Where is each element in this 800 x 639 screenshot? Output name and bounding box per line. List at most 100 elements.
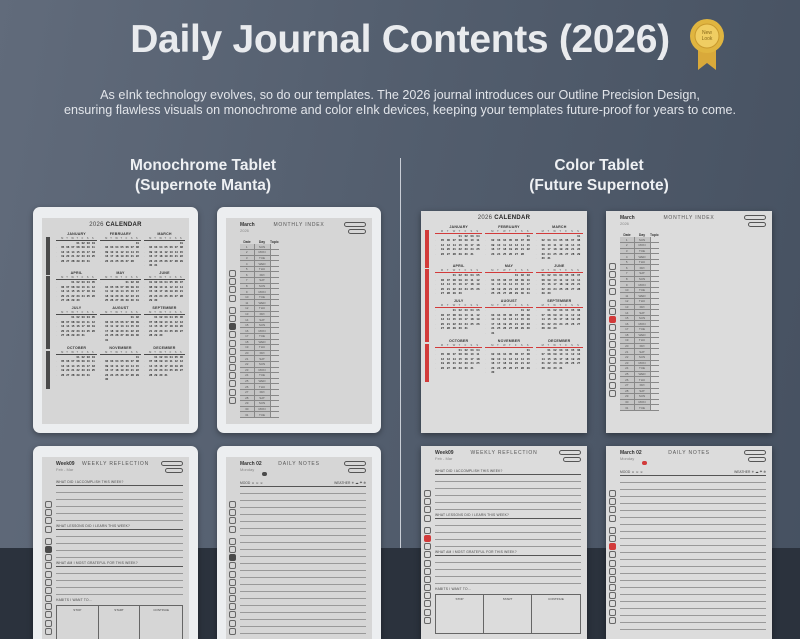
day-cell[interactable]: 20 <box>440 321 445 326</box>
day-cell[interactable]: 27 <box>120 333 124 338</box>
day-cell[interactable]: 17 <box>110 254 114 259</box>
day-cell[interactable]: 12 <box>440 356 445 361</box>
index-row[interactable]: 2 MON <box>240 249 279 256</box>
writing-line[interactable] <box>240 550 366 557</box>
day-cell[interactable]: 09 <box>135 319 139 324</box>
day-cell[interactable]: 19 <box>497 286 501 291</box>
day-cell[interactable]: 16 <box>81 249 85 254</box>
day-cell[interactable] <box>476 366 482 370</box>
day-cell[interactable]: 21 <box>520 247 524 252</box>
index-row[interactable]: 22 SUN <box>240 361 279 368</box>
day-cell[interactable] <box>180 298 185 302</box>
day-cell[interactable]: 08 <box>452 277 456 282</box>
day-cell[interactable]: 24 <box>105 333 109 338</box>
writing-line[interactable] <box>240 578 366 585</box>
day-cell[interactable]: 11 <box>497 317 501 322</box>
day-cell[interactable]: 08 <box>520 312 524 317</box>
day-cell[interactable]: 08 <box>130 319 134 324</box>
day-cell[interactable]: 10 <box>110 363 114 368</box>
day-cell[interactable]: 20 <box>446 361 450 366</box>
writing-line[interactable] <box>620 581 766 588</box>
day-cell[interactable]: 16 <box>76 324 80 329</box>
day-cell[interactable]: 16 <box>553 317 557 322</box>
day-cell[interactable]: 08 <box>149 284 153 289</box>
day-cell[interactable]: 09 <box>541 242 545 247</box>
day-cell[interactable]: 06 <box>508 312 513 317</box>
writing-line[interactable] <box>620 546 766 553</box>
day-cell[interactable] <box>577 256 583 260</box>
day-cell[interactable]: 12 <box>91 319 95 324</box>
month-block[interactable]: FEBRUARY M T W T F S S · 01 · 02 03 04 05 06 07 08 · 09 10 11… <box>100 232 141 267</box>
day-cell[interactable]: 10 <box>464 312 468 317</box>
day-cell[interactable] <box>180 263 185 267</box>
day-cell[interactable]: 30 <box>464 251 468 256</box>
day-cell[interactable]: 10 <box>135 284 139 289</box>
index-row[interactable]: 14 SAT <box>240 316 279 323</box>
day-cell[interactable]: 21 <box>179 289 183 294</box>
day-cell[interactable]: 01 <box>547 308 551 313</box>
month-block[interactable]: JANUARY M T W T F S S · 01 02 03 04 · 05 06 07 08 09 10 11 · 1… <box>435 225 483 260</box>
month-tab[interactable] <box>609 551 616 559</box>
day-cell[interactable]: 23 <box>159 328 163 333</box>
index-row[interactable]: 27 FRI <box>620 382 659 389</box>
month-block[interactable]: APRIL M T W T F S S · 01 02 03 04 05 · 06 07 08 09 10 11 12 · 1… <box>435 264 483 295</box>
writing-line[interactable] <box>240 571 366 578</box>
month-tab[interactable] <box>45 603 52 611</box>
day-cell[interactable]: 13 <box>61 324 65 329</box>
day-cell[interactable]: 26 <box>440 251 445 256</box>
month-tab[interactable] <box>229 595 236 603</box>
day-cell[interactable]: 18 <box>497 321 501 326</box>
day-cell[interactable]: 18 <box>553 247 557 252</box>
month-tab[interactable] <box>45 554 52 562</box>
day-cell[interactable]: 27 <box>179 328 183 333</box>
day-cell[interactable]: 09 <box>81 359 85 364</box>
day-cell[interactable]: 14 <box>66 289 70 294</box>
day-cell[interactable]: 02 <box>130 280 134 285</box>
day-cell[interactable]: 25 <box>559 286 563 291</box>
month-tab[interactable] <box>609 543 616 551</box>
day-cell[interactable]: 29 <box>154 333 158 338</box>
day-cell[interactable]: 18 <box>86 289 90 294</box>
day-cell[interactable]: 15 <box>130 324 134 329</box>
day-cell[interactable]: 03 <box>81 280 85 285</box>
day-cell[interactable]: 31 <box>464 326 468 331</box>
day-cell[interactable]: 08 <box>71 319 75 324</box>
day-cell[interactable]: 31 <box>81 333 85 338</box>
day-cell[interactable]: 30 <box>159 333 163 338</box>
index-row[interactable]: 18 WED <box>620 332 659 339</box>
day-cell[interactable]: 14 <box>71 363 75 368</box>
day-cell[interactable]: 13 <box>115 289 119 294</box>
day-cell[interactable]: 29 <box>577 251 581 256</box>
day-cell[interactable]: 19 <box>571 317 575 322</box>
month-tab[interactable] <box>229 364 236 372</box>
day-cell[interactable]: 13 <box>174 284 178 289</box>
month-tab[interactable] <box>424 526 431 534</box>
quarter-tab[interactable] <box>229 517 236 525</box>
day-cell[interactable]: 24 <box>491 326 495 331</box>
day-cell[interactable]: 02 <box>553 347 557 352</box>
mood-faces-icon[interactable]: ☺ ☺ ☺ <box>251 481 264 485</box>
day-cell[interactable]: 24 <box>135 293 139 298</box>
day-cell[interactable]: 18 <box>503 361 507 366</box>
day-cell[interactable]: 05 <box>61 359 65 364</box>
day-cell[interactable]: 11 <box>503 356 507 361</box>
index-row[interactable]: 29 SUN <box>240 400 279 407</box>
day-cell[interactable]: 10 <box>464 277 468 282</box>
day-cell[interactable]: 17 <box>497 361 501 366</box>
day-cell[interactable]: 05 <box>476 308 480 313</box>
day-cell[interactable]: 23 <box>154 293 158 298</box>
day-cell[interactable]: 19 <box>169 289 173 294</box>
day-cell[interactable]: 26 <box>61 372 65 377</box>
day-cell[interactable]: 12 <box>508 242 513 247</box>
month-block[interactable]: OCTOBER M T W T F S S · 01 02 03 04 · 05 06 07 08 09 10 11 · 1… <box>56 346 97 381</box>
day-cell[interactable]: 25 <box>476 247 480 252</box>
day-cell[interactable]: 03 <box>559 308 563 313</box>
day-cell[interactable]: 06 <box>446 238 450 243</box>
day-cell[interactable]: 12 <box>476 277 480 282</box>
day-cell[interactable]: 27 <box>174 293 178 298</box>
day-cell[interactable]: 03 <box>86 241 90 245</box>
month-tab[interactable] <box>609 567 616 575</box>
month-tab[interactable] <box>609 307 616 315</box>
index-row[interactable]: 10 TUE <box>620 287 659 294</box>
day-cell[interactable]: 05 <box>565 273 569 278</box>
